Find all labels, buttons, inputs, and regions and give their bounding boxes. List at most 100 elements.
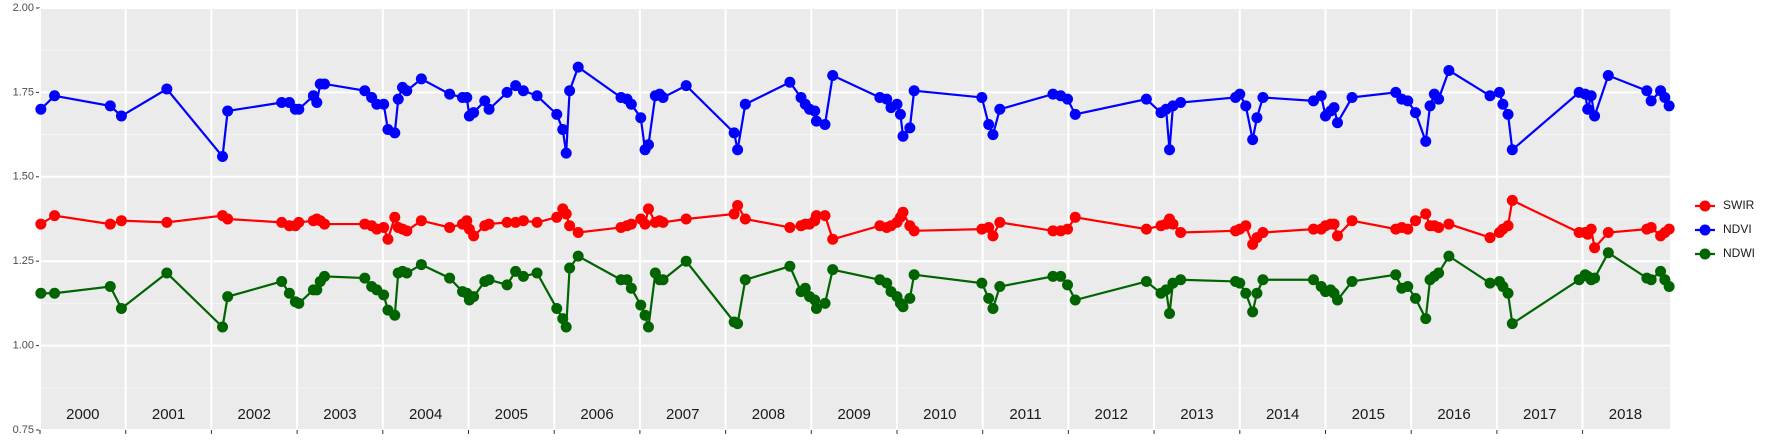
point bbox=[1315, 90, 1327, 102]
point bbox=[1484, 90, 1496, 102]
point bbox=[881, 277, 893, 289]
point bbox=[517, 270, 529, 282]
point bbox=[732, 318, 744, 330]
point bbox=[635, 112, 647, 124]
point bbox=[1328, 102, 1340, 114]
year-label: 2015 bbox=[1352, 406, 1385, 423]
point bbox=[392, 93, 404, 105]
point bbox=[1582, 103, 1594, 115]
point bbox=[809, 294, 821, 306]
point bbox=[483, 103, 495, 115]
legend-key-point bbox=[1699, 224, 1711, 236]
point bbox=[1506, 318, 1518, 330]
point bbox=[311, 284, 323, 296]
point bbox=[819, 297, 831, 309]
point bbox=[483, 218, 495, 230]
year-label: 2008 bbox=[752, 406, 785, 423]
point bbox=[564, 220, 576, 232]
point bbox=[881, 93, 893, 105]
point bbox=[115, 110, 127, 122]
legend-label: SWIR bbox=[1723, 198, 1755, 212]
point bbox=[560, 208, 572, 220]
point bbox=[1257, 227, 1269, 239]
point bbox=[976, 277, 988, 289]
point bbox=[49, 287, 61, 299]
point bbox=[827, 70, 839, 82]
point bbox=[1175, 227, 1187, 239]
point bbox=[1506, 194, 1518, 206]
point bbox=[217, 321, 229, 333]
point bbox=[531, 267, 543, 279]
point bbox=[1175, 274, 1187, 286]
point bbox=[161, 216, 173, 228]
point bbox=[564, 85, 576, 97]
point bbox=[415, 215, 427, 227]
point bbox=[1433, 267, 1445, 279]
point bbox=[625, 218, 637, 230]
point bbox=[1307, 223, 1319, 235]
point bbox=[983, 221, 995, 233]
point bbox=[639, 309, 651, 321]
point bbox=[1645, 221, 1657, 233]
point bbox=[635, 299, 647, 311]
point bbox=[1585, 90, 1597, 102]
point bbox=[1602, 247, 1614, 259]
point bbox=[222, 291, 234, 303]
point bbox=[531, 216, 543, 228]
point bbox=[531, 90, 543, 102]
point bbox=[1062, 93, 1074, 105]
point bbox=[1502, 220, 1514, 232]
point bbox=[994, 216, 1006, 228]
point bbox=[560, 321, 572, 333]
point bbox=[1257, 91, 1269, 103]
point bbox=[1645, 95, 1657, 107]
point bbox=[1328, 218, 1340, 230]
point bbox=[49, 90, 61, 102]
point bbox=[1443, 218, 1455, 230]
y-tick-label: 0.75 bbox=[13, 424, 34, 436]
point bbox=[897, 206, 909, 218]
point bbox=[104, 281, 116, 293]
point bbox=[283, 287, 295, 299]
point bbox=[1251, 112, 1263, 124]
point bbox=[115, 215, 127, 227]
point bbox=[810, 302, 822, 314]
point bbox=[551, 108, 563, 120]
point bbox=[572, 227, 584, 239]
point bbox=[680, 80, 692, 92]
point bbox=[161, 267, 173, 279]
point bbox=[1655, 265, 1667, 277]
point bbox=[983, 292, 995, 304]
point bbox=[444, 88, 456, 100]
point bbox=[1062, 223, 1074, 235]
point bbox=[1602, 227, 1614, 239]
point bbox=[1645, 274, 1657, 286]
point bbox=[517, 85, 529, 97]
year-label: 2000 bbox=[66, 406, 99, 423]
point bbox=[1443, 250, 1455, 262]
point bbox=[1484, 277, 1496, 289]
point bbox=[389, 211, 401, 223]
point bbox=[222, 213, 234, 225]
point bbox=[1663, 281, 1675, 293]
point bbox=[479, 95, 491, 107]
point bbox=[293, 297, 305, 309]
point bbox=[657, 216, 669, 228]
year-label: 2006 bbox=[580, 406, 613, 423]
point bbox=[1602, 70, 1614, 82]
point bbox=[642, 321, 654, 333]
year-label: 2017 bbox=[1523, 406, 1556, 423]
point bbox=[501, 216, 513, 228]
point bbox=[1433, 93, 1445, 105]
point bbox=[501, 86, 513, 98]
point bbox=[104, 100, 116, 112]
point bbox=[1346, 275, 1358, 287]
point bbox=[1659, 91, 1671, 103]
point bbox=[319, 270, 331, 282]
point bbox=[1164, 308, 1176, 320]
point bbox=[1420, 208, 1432, 220]
y-tick-label: 1.50 bbox=[13, 171, 34, 183]
point bbox=[378, 289, 390, 301]
point bbox=[293, 103, 305, 115]
